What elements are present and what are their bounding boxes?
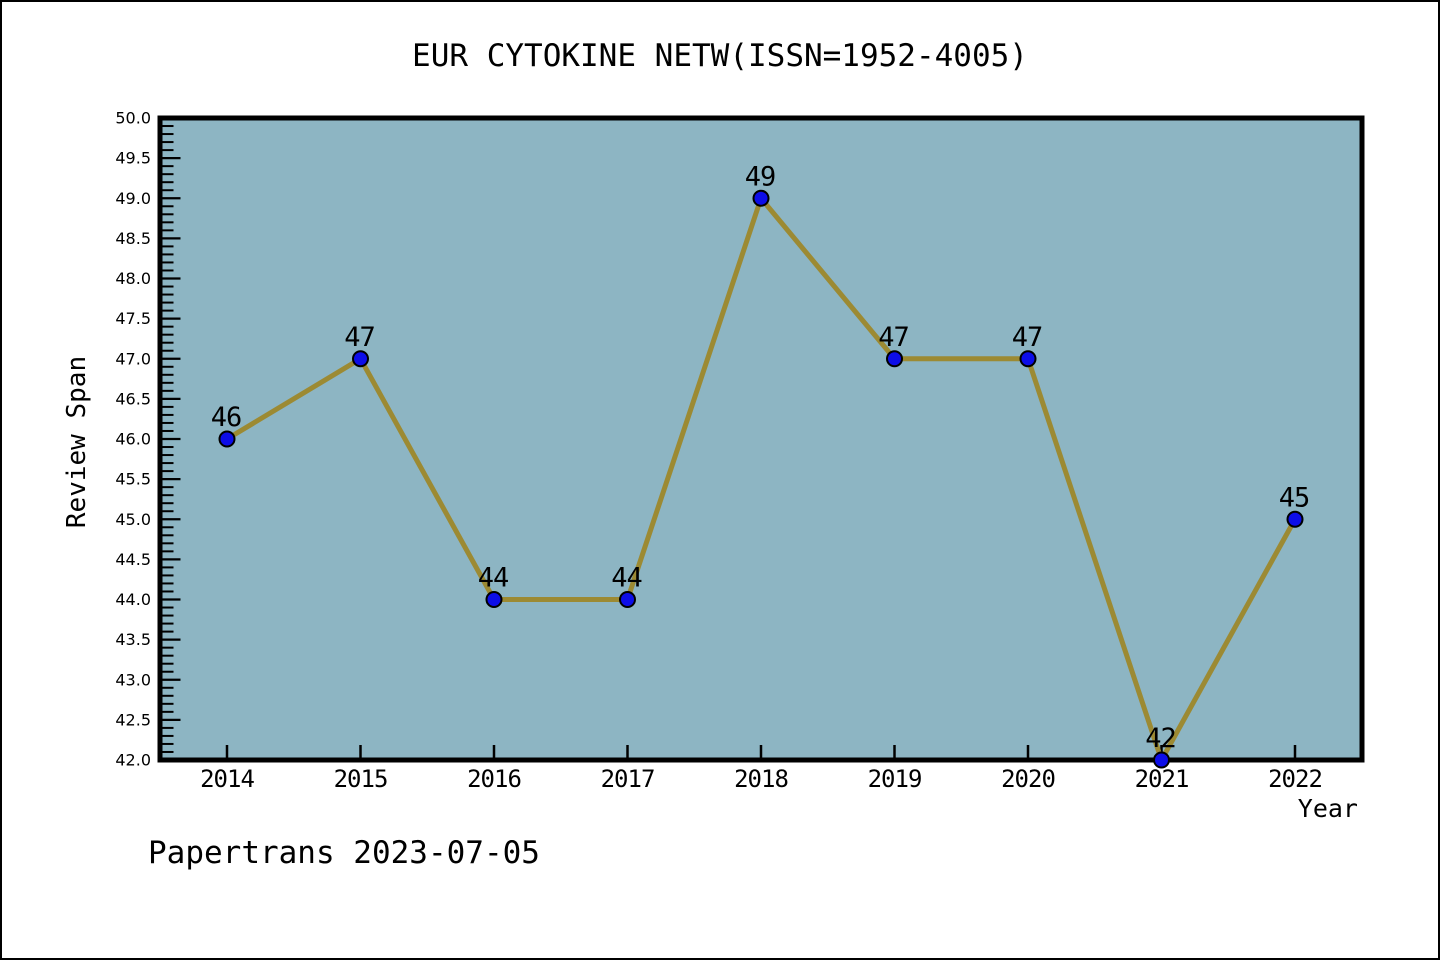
- data-point: [619, 591, 636, 608]
- y-tick-label: 47.0: [115, 349, 151, 368]
- data-point-label: 47: [344, 322, 375, 353]
- y-tick-label: 46.0: [115, 430, 151, 449]
- y-tick-label: 44.5: [115, 550, 151, 569]
- data-point: [218, 430, 236, 448]
- data-point: [752, 189, 770, 207]
- y-tick-label: 46.5: [115, 389, 151, 408]
- chart-title: EUR CYTOKINE NETW(ISSN=1952-4005): [412, 38, 1028, 74]
- x-tick-label: 2018: [734, 765, 788, 793]
- y-tick-label: 50.0: [115, 109, 151, 128]
- y-tick-label: 42.5: [115, 710, 151, 729]
- data-point: [886, 350, 903, 368]
- x-tick-label: 2019: [868, 765, 922, 793]
- data-point-label: 46: [211, 402, 242, 433]
- y-tick-label: 43.5: [115, 630, 151, 649]
- data-point-label: 44: [478, 563, 509, 594]
- data-point-label: 42: [1145, 723, 1176, 754]
- y-tick-label: 42.0: [115, 751, 151, 770]
- data-point-label: 44: [611, 563, 642, 594]
- x-axis-title: Year: [1297, 794, 1358, 823]
- x-tick-label: 2022: [1268, 765, 1322, 793]
- data-point-label: 47: [1012, 322, 1043, 353]
- data-point: [485, 591, 503, 608]
- y-tick-label: 49.0: [115, 189, 151, 208]
- y-tick-label: 47.5: [115, 309, 151, 328]
- watermark-text: Papertrans 2023-07-05: [148, 835, 540, 871]
- y-tick-label: 48.5: [115, 229, 151, 248]
- y-tick-label: 49.5: [115, 149, 151, 168]
- plot-area: [160, 118, 1362, 760]
- y-tick-label: 48.0: [115, 269, 151, 288]
- y-tick-label: 43.0: [115, 670, 151, 689]
- data-point-label: 47: [878, 322, 909, 353]
- data-point-label: 49: [745, 161, 776, 192]
- y-tick-label: 44.0: [115, 590, 151, 609]
- y-tick-label: 45.0: [115, 510, 151, 529]
- data-point-label: 45: [1279, 482, 1310, 513]
- data-point: [1019, 350, 1037, 368]
- x-tick-label: 2017: [601, 765, 655, 793]
- data-point: [352, 350, 369, 368]
- plot-frame: [157, 115, 1365, 763]
- x-tick-label: 2020: [1001, 765, 1055, 793]
- data-point: [1286, 510, 1304, 528]
- x-tick-label: 2021: [1135, 765, 1189, 793]
- x-tick-label: 2014: [200, 765, 254, 793]
- y-tick-label: 45.5: [115, 470, 151, 489]
- x-tick-label: 2015: [334, 765, 388, 793]
- data-point: [1153, 751, 1170, 769]
- x-tick-label: 2016: [467, 765, 521, 793]
